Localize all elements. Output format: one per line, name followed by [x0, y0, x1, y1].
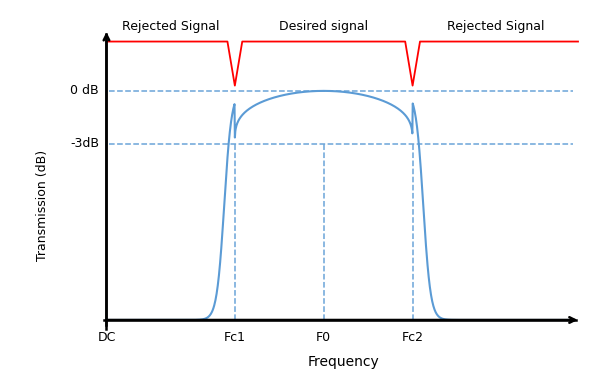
Text: 0 dB: 0 dB — [71, 84, 99, 98]
Text: -3dB: -3dB — [70, 137, 99, 150]
Text: Frequency: Frequency — [308, 355, 379, 369]
Text: F0: F0 — [316, 330, 331, 344]
Text: Transmission (dB): Transmission (dB) — [36, 150, 49, 261]
Text: Rejected Signal: Rejected Signal — [122, 20, 220, 33]
Text: Fc1: Fc1 — [224, 330, 246, 344]
Text: Rejected Signal: Rejected Signal — [447, 20, 544, 33]
Text: Fc2: Fc2 — [402, 330, 423, 344]
Text: DC: DC — [97, 330, 116, 344]
Text: Desired signal: Desired signal — [279, 20, 368, 33]
